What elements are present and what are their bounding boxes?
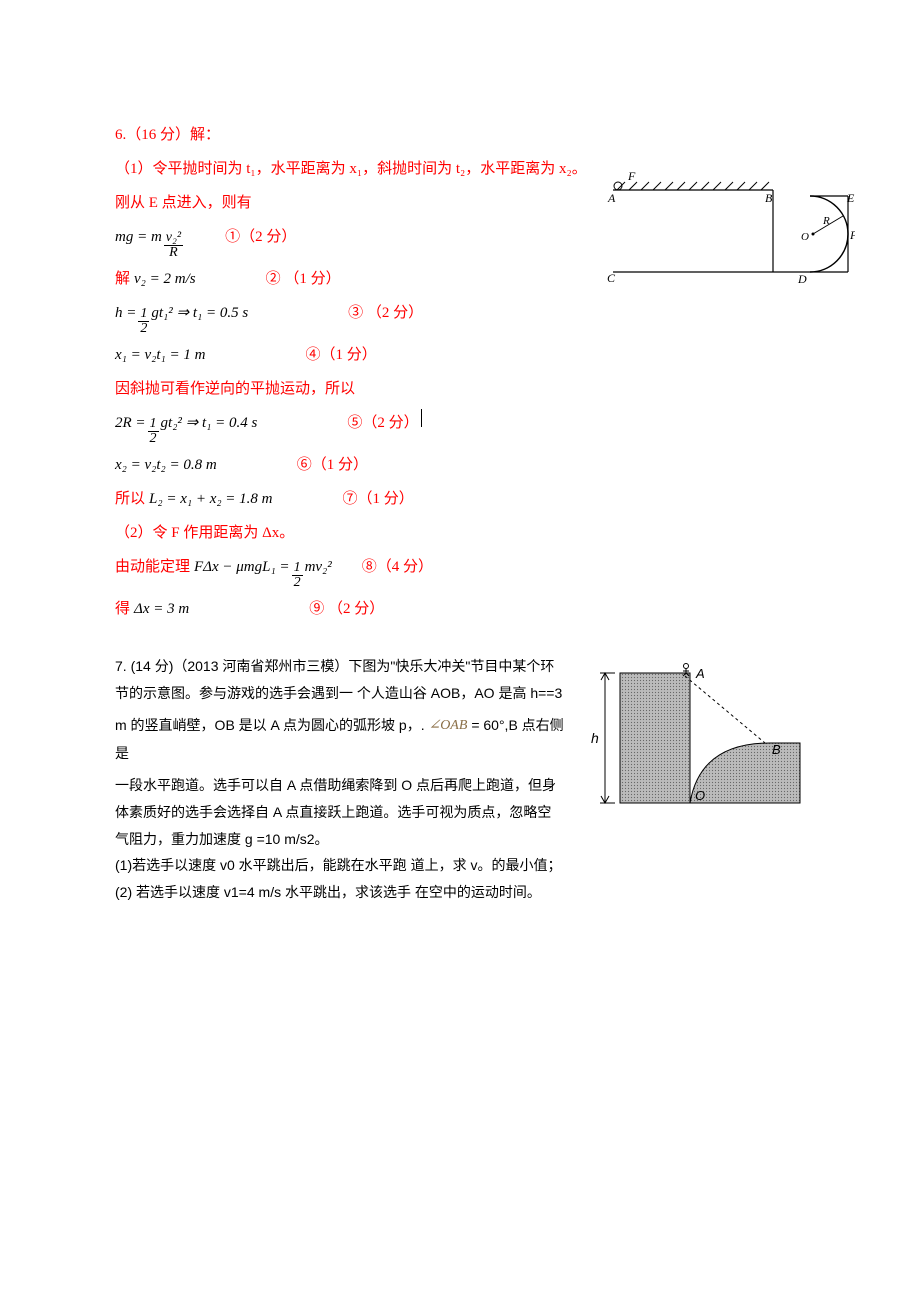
line-mid: 因斜抛可看作逆向的平抛运动，所以 — [115, 374, 805, 404]
eq4-body: x₁ = v₂t₁ = 1 m — [115, 340, 205, 370]
line-2-text: 刚从 E 点进入，则有 — [115, 188, 252, 218]
label-A: A — [607, 191, 616, 205]
line-part2: （2）令 F 作用距离为 Δx。 — [115, 518, 805, 548]
eq9-body: Δx = 3 m — [134, 594, 189, 624]
eq5-a: 2R = — [115, 408, 146, 438]
eq3-annot: ③ （2 分） — [348, 298, 423, 328]
label-D: D — [797, 272, 807, 286]
angle-oab: ∠OAB — [428, 713, 467, 740]
label-F2: F — [849, 228, 855, 242]
label-R: R — [822, 215, 830, 227]
header-6: 6.（16 分）解： — [115, 120, 595, 150]
eq2-body: v₂ = 2 m/s — [134, 264, 196, 294]
eq-6: x₂ = v₂t₂ = 0.8 m ⑥（1 分） — [115, 450, 805, 480]
p7-para1b: m 的竖直峭壁，OB 是以 A 点为圆心的弧形坡 p，. — [115, 717, 425, 733]
eq8-num: 1 — [292, 561, 303, 576]
eq-3: h = 12 gt₁² ⇒ t₁ = 0.5 s ③ （2 分） — [115, 298, 595, 336]
line-1: （1）令平抛时间为 t₁，水平距离为 x₁，斜抛时间为 t₂，水平距离为 x₂。 — [115, 154, 595, 184]
eq5-frac: 12 — [148, 417, 159, 446]
eq5-den: 2 — [148, 432, 159, 446]
eq-8: 由动能定理 FΔx − μmgL₁ = 12 mv₂² ⑧（4 分） — [115, 552, 805, 590]
eq-1: mg = m v₂²R ①（2 分） — [115, 222, 595, 260]
eq8-annot: ⑧（4 分） — [362, 552, 433, 582]
eq8-a: FΔx − μmgL₁ = — [194, 552, 290, 582]
line-mid-text: 因斜抛可看作逆向的平抛运动，所以 — [115, 374, 355, 404]
eq9-annot: ⑨ （2 分） — [309, 594, 384, 624]
p7-para1d: 一段水平跑道。选手可以自 A 点借助绳索降到 O 点后再爬上跑道，但身体素质好的… — [115, 772, 565, 852]
eq5-annot: ⑤（2 分） — [347, 408, 418, 438]
eq8-den: 2 — [292, 576, 303, 590]
label-h7: h — [591, 730, 599, 746]
line-part2-text: （2）令 F 作用距离为 Δx。 — [115, 518, 294, 548]
eq6-annot: ⑥（1 分） — [297, 450, 368, 480]
label-B7: B — [772, 742, 781, 757]
p7-para2: (1)若选手以速度 v0 水平跳出后，能跳在水平跑 道上，求 v。的最小值； — [115, 852, 805, 879]
label-E: E — [846, 191, 855, 205]
label-A7: A — [695, 666, 705, 681]
eq-2: 解 v₂ = 2 m/s ② （1 分） — [115, 264, 595, 294]
problem-6-solution: F A B C D R O E F 6.（16 分）解： （1）令平抛时间为 t… — [115, 120, 805, 628]
eq9-prefix: 得 — [115, 594, 130, 624]
eq3-b: gt₁² ⇒ t₁ = 0.5 s — [151, 298, 248, 328]
figure-7: A B O h — [585, 653, 805, 852]
eq1-annot: ①（2 分） — [225, 222, 296, 252]
problem-7-row: 7. (14 分)（2013 河南省郑州市三模）下图为"快乐大冲关"节目中某个环… — [115, 653, 805, 852]
eq5-b: gt₂² ⇒ t₁ = 0.4 s — [161, 408, 258, 438]
label-O7: O — [695, 788, 705, 803]
eq5-num: 1 — [148, 417, 159, 432]
eq7-prefix: 所以 — [115, 484, 145, 514]
p7-para1a: 7. (14 分)（2013 河南省郑州市三模）下图为"快乐大冲关"节目中某个环… — [115, 653, 565, 706]
line-1-text: （1）令平抛时间为 t₁，水平距离为 x₁，斜抛时间为 t₂，水平距离为 x₂。 — [115, 154, 587, 184]
p7-para3: (2) 若选手以速度 v1=4 m/s 水平跳出，求该选手 在空中的运动时间。 — [115, 879, 805, 906]
eq3-frac: 12 — [138, 307, 149, 336]
eq6-body: x₂ = v₂t₂ = 0.8 m — [115, 450, 217, 480]
label-O: O — [801, 231, 809, 243]
eq-7: 所以 L₂ = x₁ + x₂ = 1.8 m ⑦（1 分） — [115, 484, 805, 514]
p7-para1b-line: m 的竖直峭壁，OB 是以 A 点为圆心的弧形坡 p，. ∠OAB = 60°,… — [115, 712, 565, 766]
eq-5: 2R = 12 gt₂² ⇒ t₁ = 0.4 s ⑤（2 分） — [115, 408, 805, 446]
eq7-annot: ⑦（1 分） — [343, 484, 414, 514]
eq1-den: R — [164, 246, 183, 260]
eq3-a: h = — [115, 298, 136, 328]
label-C: C — [607, 271, 616, 285]
eq3-num: 1 — [138, 307, 149, 322]
eq3-den: 2 — [138, 322, 149, 336]
eq-4: x₁ = v₂t₁ = 1 m ④（1 分） — [115, 340, 805, 370]
eq1-left: mg = m — [115, 222, 162, 252]
eq-9: 得 Δx = 3 m ⑨ （2 分） — [115, 594, 805, 624]
label-B: B — [765, 191, 773, 205]
eq7-body: L₂ = x₁ + x₂ = 1.8 m — [149, 484, 273, 514]
problem-7-text: 7. (14 分)（2013 河南省郑州市三模）下图为"快乐大冲关"节目中某个环… — [115, 653, 565, 852]
eq1-num: v₂² — [164, 231, 183, 246]
eq2-prefix: 解 — [115, 264, 130, 294]
eq2-annot: ② （1 分） — [266, 264, 341, 294]
header-6-text: 6.（16 分）解： — [115, 120, 220, 150]
eq4-annot: ④（1 分） — [305, 340, 376, 370]
eq8-prefix: 由动能定理 — [115, 552, 190, 582]
figure-6: F A B C D R O E F — [595, 160, 855, 311]
eq1-frac: v₂²R — [164, 231, 183, 260]
text-cursor-icon — [421, 409, 422, 427]
label-F: F — [627, 169, 636, 183]
eq8-frac: 12 — [292, 561, 303, 590]
line-2: 刚从 E 点进入，则有 — [115, 188, 595, 218]
eq8-b: mv₂² — [305, 552, 332, 582]
problem-7: 7. (14 分)（2013 河南省郑州市三模）下图为"快乐大冲关"节目中某个环… — [115, 653, 805, 905]
